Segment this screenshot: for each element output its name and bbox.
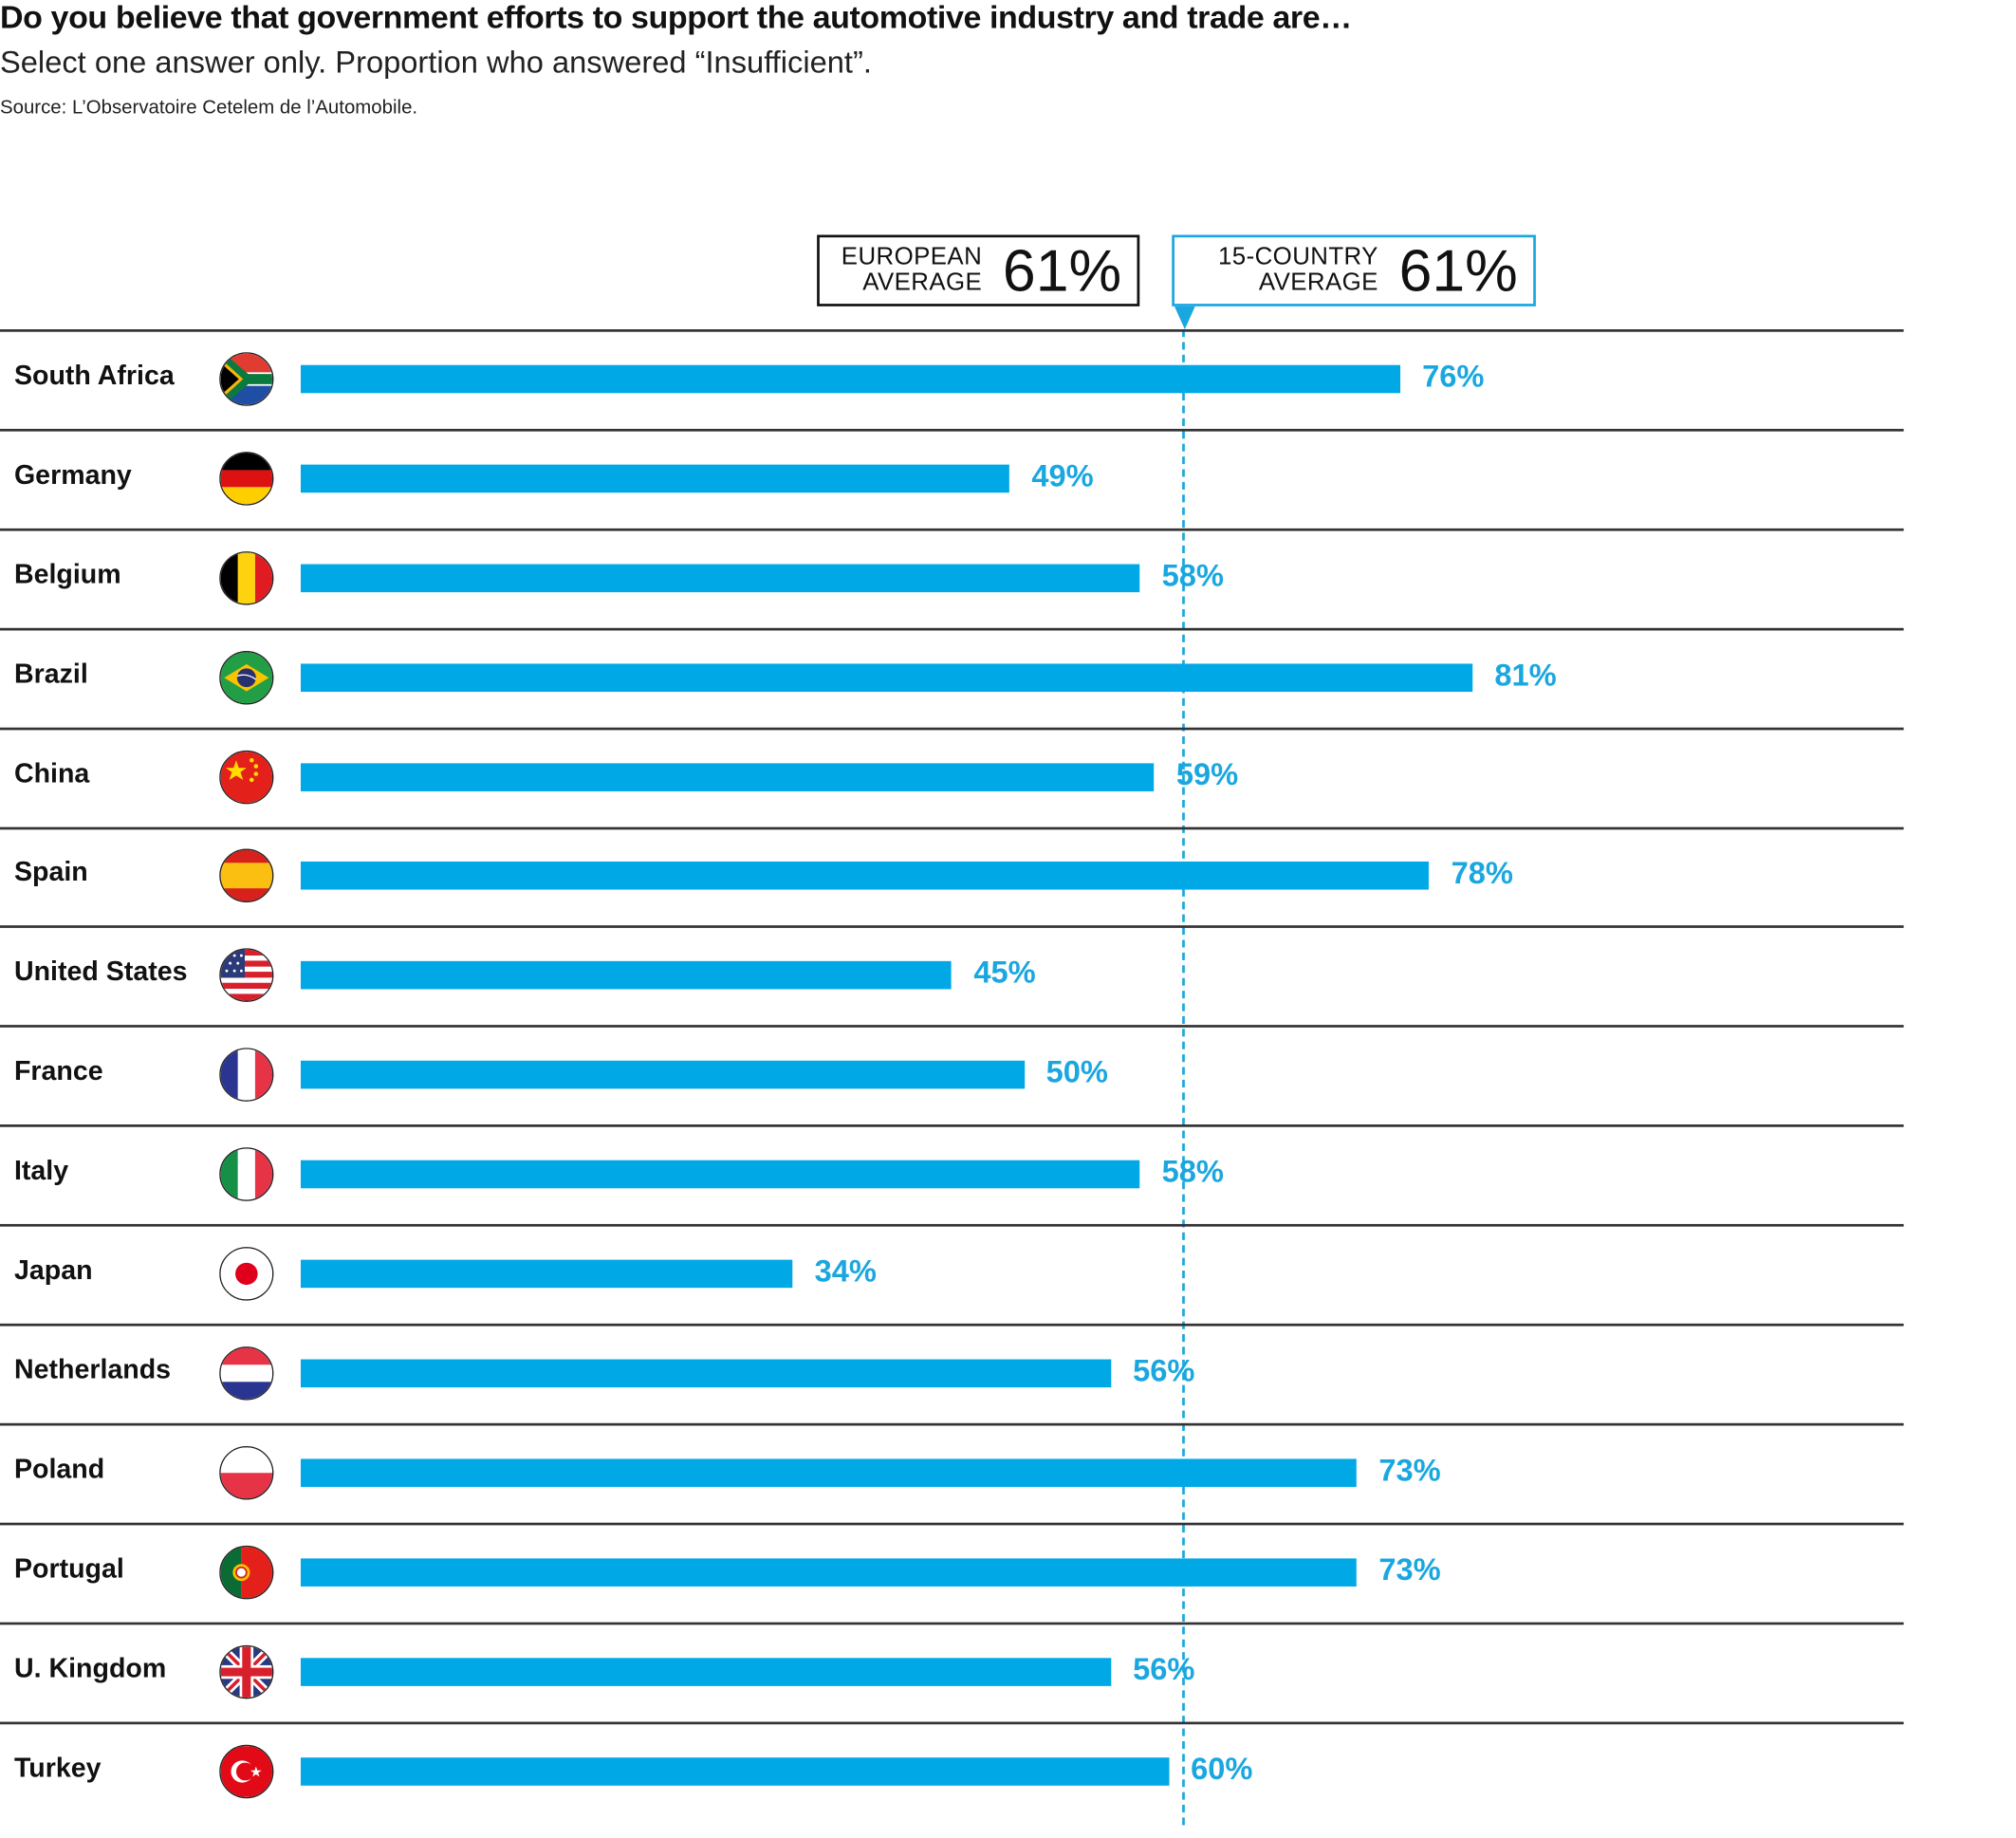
country-label: Brazil bbox=[13, 659, 88, 689]
value-label: 60% bbox=[1191, 1752, 1253, 1787]
value-label: 78% bbox=[1451, 857, 1513, 892]
row-divider bbox=[0, 1224, 1904, 1227]
value-label: 81% bbox=[1494, 658, 1557, 693]
row-divider bbox=[0, 1622, 1904, 1624]
row-divider bbox=[0, 329, 1904, 332]
bar bbox=[300, 862, 1430, 891]
france-flag-icon bbox=[219, 1048, 274, 1103]
row-divider bbox=[0, 1522, 1904, 1526]
bar bbox=[300, 464, 1010, 492]
value-label: 73% bbox=[1378, 1453, 1441, 1489]
country-label: Turkey bbox=[13, 1753, 102, 1783]
south-africa-flag-icon bbox=[219, 352, 274, 406]
row-divider bbox=[0, 528, 1904, 531]
european-average-label-line2: AVERAGE bbox=[862, 269, 983, 297]
european-average-box: EUROPEAN AVERAGE 61% bbox=[817, 234, 1140, 306]
portugal-flag-icon bbox=[219, 1545, 274, 1600]
european-average-value: 61% bbox=[1002, 237, 1122, 305]
european-average-label: EUROPEAN AVERAGE bbox=[842, 245, 982, 296]
country-label: Japan bbox=[13, 1255, 93, 1286]
country-label: Italy bbox=[13, 1156, 69, 1186]
all-country-average-value: 61% bbox=[1398, 237, 1518, 305]
country-label: Poland bbox=[13, 1455, 105, 1485]
country-label: U. Kingdom bbox=[13, 1653, 167, 1683]
turkey-flag-icon bbox=[219, 1744, 274, 1798]
country-label: Belgium bbox=[13, 560, 121, 590]
united-states-flag-icon bbox=[219, 948, 274, 1003]
row-divider bbox=[0, 1422, 1904, 1426]
country-label: France bbox=[13, 1057, 103, 1087]
china-flag-icon bbox=[219, 750, 274, 804]
country-label: Portugal bbox=[13, 1553, 124, 1584]
value-label: 56% bbox=[1133, 1354, 1195, 1389]
chart-subtitle: Select one answer only. Proportion who a… bbox=[0, 46, 872, 81]
country-label: China bbox=[13, 758, 90, 789]
country-label: United States bbox=[13, 957, 188, 988]
bar bbox=[300, 364, 1400, 394]
italy-flag-icon bbox=[219, 1147, 274, 1201]
bar bbox=[300, 762, 1155, 791]
chart-title: Do you believe that government efforts t… bbox=[0, 0, 1352, 36]
value-label: 73% bbox=[1378, 1552, 1441, 1587]
value-label: 59% bbox=[1175, 757, 1239, 792]
bar bbox=[300, 564, 1140, 592]
bar bbox=[300, 1558, 1358, 1587]
bar bbox=[300, 662, 1473, 692]
bar bbox=[300, 961, 953, 990]
bar bbox=[300, 1259, 793, 1289]
average-pointer-icon bbox=[1174, 306, 1195, 330]
row-divider bbox=[0, 826, 1904, 829]
country-label: Netherlands bbox=[13, 1355, 172, 1385]
chart-source: Source: L’Observatoire Cetelem de l’Auto… bbox=[0, 97, 418, 120]
bar bbox=[300, 1756, 1169, 1786]
european-average-label-line1: EUROPEAN bbox=[841, 243, 983, 271]
country-label: South Africa bbox=[13, 361, 175, 391]
poland-flag-icon bbox=[219, 1445, 274, 1500]
all-country-average-box: 15-COUNTRY AVERAGE 61% bbox=[1172, 234, 1536, 306]
bar bbox=[300, 1359, 1111, 1388]
brazil-flag-icon bbox=[219, 650, 274, 705]
row-divider bbox=[0, 1720, 1904, 1724]
bar bbox=[300, 1458, 1358, 1487]
row-divider bbox=[0, 1124, 1904, 1127]
belgium-flag-icon bbox=[219, 550, 274, 605]
value-label: 56% bbox=[1133, 1652, 1195, 1687]
united-kingdom-flag-icon bbox=[219, 1644, 274, 1699]
row-divider bbox=[0, 727, 1904, 730]
row-divider bbox=[0, 1323, 1904, 1327]
row-divider bbox=[0, 428, 1904, 432]
japan-flag-icon bbox=[219, 1247, 274, 1301]
country-label: Germany bbox=[13, 460, 132, 491]
average-reference-line bbox=[1181, 329, 1185, 1826]
bar bbox=[300, 1160, 1140, 1189]
country-label: Spain bbox=[13, 858, 88, 888]
row-divider bbox=[0, 1025, 1904, 1029]
row-divider bbox=[0, 627, 1904, 631]
bar bbox=[300, 1657, 1111, 1686]
all-country-average-label: 15-COUNTRY AVERAGE bbox=[1218, 245, 1378, 296]
value-label: 50% bbox=[1045, 1055, 1108, 1091]
value-label: 34% bbox=[814, 1254, 877, 1290]
value-label: 45% bbox=[973, 956, 1036, 992]
value-label: 58% bbox=[1161, 1155, 1224, 1190]
spain-flag-icon bbox=[219, 849, 274, 903]
row-divider bbox=[0, 925, 1904, 929]
bar bbox=[300, 1061, 1025, 1089]
all-country-average-label-line1: 15-COUNTRY bbox=[1218, 243, 1378, 271]
germany-flag-icon bbox=[219, 451, 274, 506]
value-label: 58% bbox=[1161, 558, 1224, 594]
netherlands-flag-icon bbox=[219, 1346, 274, 1401]
value-label: 76% bbox=[1422, 360, 1485, 395]
all-country-average-label-line2: AVERAGE bbox=[1258, 269, 1378, 297]
value-label: 49% bbox=[1031, 459, 1094, 494]
